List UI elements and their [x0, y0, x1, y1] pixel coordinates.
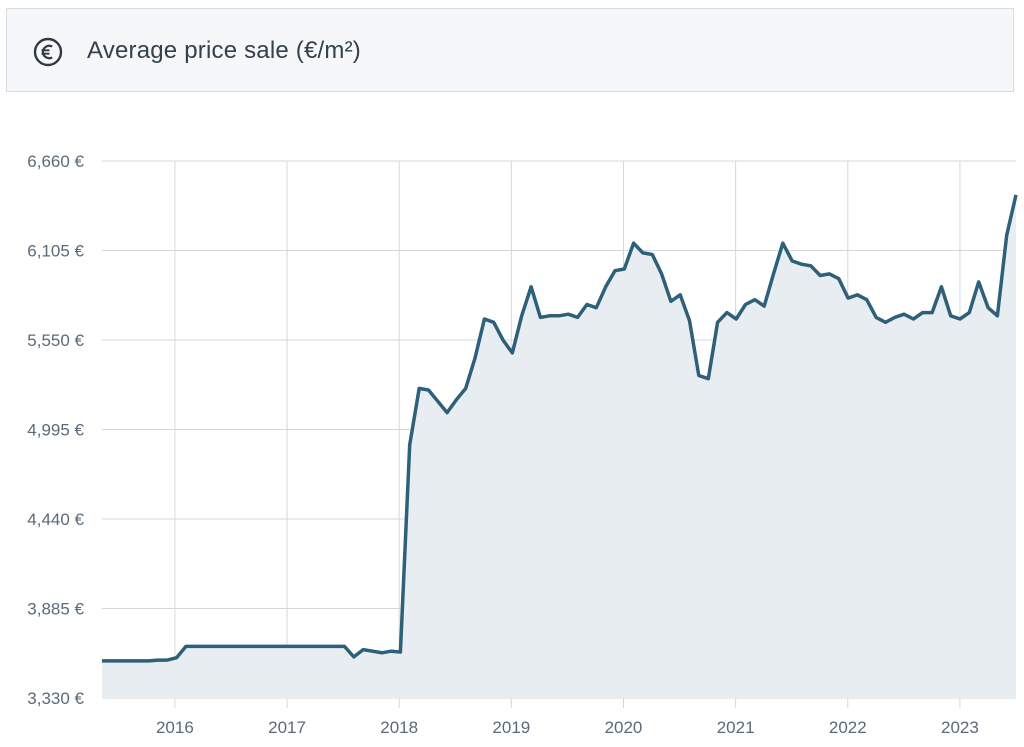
y-tick-label: 5,550 €: [27, 331, 84, 350]
x-tick-label: 2023: [941, 718, 979, 737]
x-axis-ticks: 2016 2017 2018 2019 2020 2021 2022 2023: [156, 718, 979, 737]
x-tick-label: 2016: [156, 718, 194, 737]
y-tick-label: 6,660 €: [27, 152, 84, 171]
x-tick-label: 2019: [492, 718, 530, 737]
y-tick-label: 3,885 €: [27, 600, 84, 619]
y-axis-ticks: 3,330 € 3,885 € 4,440 € 4,995 € 5,550 € 6,105…: [27, 152, 84, 708]
x-tick-label: 2021: [717, 718, 755, 737]
x-tick-label: 2022: [829, 718, 867, 737]
y-tick-label: 3,330 €: [27, 689, 84, 708]
area-fill: [102, 194, 1016, 698]
y-tick-label: 6,105 €: [27, 242, 84, 261]
x-tick-label: 2020: [605, 718, 643, 737]
y-tick-label: 4,440 €: [27, 510, 84, 529]
x-tick-label: 2017: [268, 718, 306, 737]
euro-circle-icon: [33, 37, 63, 67]
chart-header: Average price sale (€/m²): [6, 8, 1014, 92]
series-line: [102, 194, 1018, 663]
y-tick-label: 4,995 €: [27, 421, 84, 440]
x-tick-label: 2018: [380, 718, 418, 737]
chart-title: Average price sale (€/m²): [87, 37, 361, 64]
